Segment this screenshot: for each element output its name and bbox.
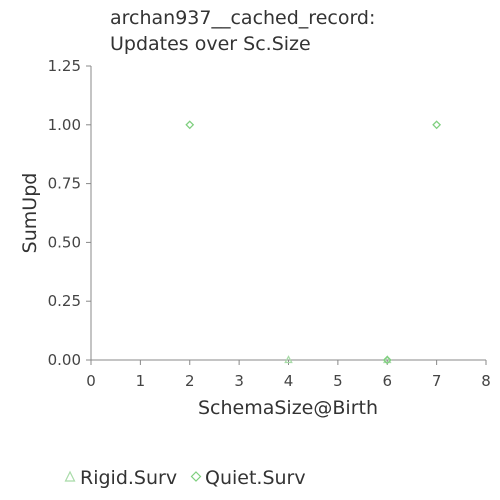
x-tick-label: 2 [185, 372, 195, 390]
legend-label-rigid-surv: Rigid.Surv [80, 467, 177, 489]
chart-title-line-1: archan937__cached_record: [110, 7, 375, 29]
y-axis-label: SumUpd [19, 173, 41, 254]
diamond-data-point [185, 120, 195, 130]
x-axis-ticks: 0 1 2 3 4 5 6 7 8 [86, 360, 491, 390]
triangle-marker-icon [64, 470, 76, 482]
legend-item-rigid-surv[interactable]: Rigid.Surv [64, 467, 178, 489]
data-points [185, 120, 442, 365]
y-axis-ticks: 0.00 0.25 0.50 0.75 1.00 1.25 [48, 57, 91, 369]
legend-label-quiet-surv: Quiet.Surv [205, 467, 306, 489]
diamond-marker-icon [190, 471, 202, 482]
x-tick-label: 7 [432, 372, 442, 390]
x-tick-label: 1 [136, 372, 146, 390]
x-tick-label: 5 [333, 372, 343, 390]
y-tick-label: 0.50 [48, 233, 81, 251]
legend-item-quiet-surv[interactable]: Quiet.Surv [190, 467, 306, 489]
y-tick-label: 0.75 [48, 175, 81, 193]
y-tick-label: 1.00 [48, 116, 81, 134]
x-tick-label: 8 [481, 372, 491, 390]
x-tick-label: 6 [382, 372, 392, 390]
legend: Rigid.Surv Quiet.Surv [64, 467, 306, 489]
x-axis-label: SchemaSize@Birth [198, 397, 378, 419]
chart-title: archan937__cached_record: Updates over S… [110, 7, 375, 55]
diamond-data-point [432, 120, 442, 130]
x-tick-label: 3 [234, 372, 244, 390]
y-tick-label: 1.25 [48, 57, 81, 75]
triangle-data-point [382, 355, 392, 364]
triangle-data-point [284, 355, 293, 364]
x-tick-label: 0 [86, 372, 96, 390]
y-tick-label: 0.25 [48, 292, 81, 310]
x-tick-label: 4 [284, 372, 294, 390]
chart-title-line-2: Updates over Sc.Size [110, 33, 311, 55]
y-tick-label: 0.00 [48, 351, 81, 369]
diamond-data-point [382, 355, 392, 365]
